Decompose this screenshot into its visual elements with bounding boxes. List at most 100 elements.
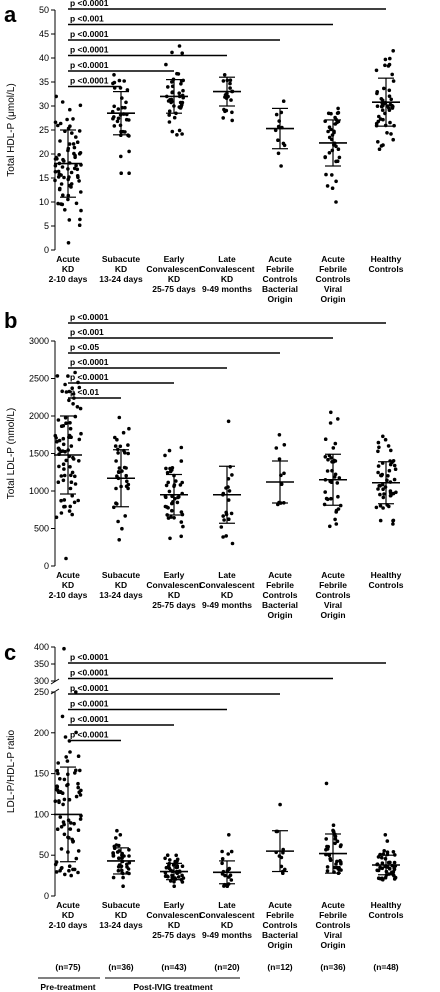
category-label: KD bbox=[168, 274, 180, 284]
data-point bbox=[79, 208, 83, 213]
data-point bbox=[73, 155, 77, 160]
category-label: KD bbox=[168, 920, 180, 930]
data-point bbox=[335, 111, 340, 115]
category-label: Convalescent bbox=[199, 580, 254, 590]
data-point bbox=[77, 223, 82, 227]
data-point bbox=[62, 159, 66, 163]
data-point bbox=[381, 434, 385, 439]
category-label: Subacute bbox=[102, 900, 141, 910]
n-label: (n=43) bbox=[161, 962, 186, 972]
data-point bbox=[75, 405, 80, 409]
significance-label: p <0.0001 bbox=[70, 652, 109, 662]
data-point bbox=[383, 63, 387, 68]
data-point bbox=[282, 443, 287, 447]
data-point bbox=[334, 179, 338, 184]
data-point bbox=[333, 472, 338, 477]
data-point bbox=[124, 100, 128, 105]
data-point bbox=[69, 473, 73, 478]
data-point bbox=[375, 104, 380, 108]
data-point bbox=[179, 445, 184, 450]
data-point bbox=[333, 122, 338, 126]
data-point bbox=[117, 856, 121, 860]
data-point bbox=[323, 437, 328, 442]
data-point bbox=[169, 97, 174, 102]
data-point bbox=[71, 392, 76, 396]
data-point bbox=[63, 735, 68, 739]
data-point bbox=[63, 416, 68, 420]
category-label: Origin bbox=[320, 610, 345, 620]
data-point bbox=[167, 113, 171, 117]
data-point bbox=[383, 833, 388, 837]
data-point bbox=[222, 73, 227, 77]
data-point bbox=[378, 492, 382, 497]
data-point bbox=[79, 431, 83, 436]
data-point bbox=[66, 197, 70, 202]
significance-label: p <0.0001 bbox=[70, 312, 109, 322]
data-point bbox=[127, 118, 131, 122]
significance-label: p <0.0001 bbox=[70, 730, 109, 740]
category-label: Late bbox=[218, 254, 236, 264]
category-label: Acute bbox=[268, 900, 292, 910]
data-point bbox=[62, 777, 67, 782]
data-point bbox=[69, 821, 73, 825]
data-point bbox=[376, 464, 381, 468]
data-point bbox=[376, 440, 381, 445]
category-label: 25-75 days bbox=[152, 284, 196, 294]
data-point bbox=[276, 151, 281, 156]
data-point bbox=[70, 386, 74, 391]
data-point bbox=[70, 470, 75, 475]
significance-label: p <0.0001 bbox=[70, 372, 109, 382]
data-point bbox=[336, 417, 340, 421]
data-point bbox=[53, 163, 58, 168]
data-point bbox=[60, 389, 64, 394]
data-point bbox=[385, 850, 390, 854]
data-point bbox=[172, 516, 176, 520]
data-point bbox=[124, 466, 128, 470]
data-point bbox=[56, 418, 61, 422]
data-point bbox=[74, 690, 78, 694]
data-point bbox=[172, 884, 176, 888]
data-point bbox=[126, 867, 131, 871]
data-point bbox=[74, 163, 78, 168]
category-label: KD bbox=[168, 590, 180, 600]
n-label: (n=20) bbox=[214, 962, 239, 972]
data-point bbox=[176, 875, 181, 879]
data-point bbox=[116, 116, 121, 121]
data-point bbox=[123, 451, 127, 455]
category-label: Controls bbox=[369, 264, 404, 274]
data-point bbox=[77, 129, 82, 133]
data-point bbox=[382, 849, 387, 853]
data-point bbox=[67, 218, 72, 222]
y-tick-label: 25 bbox=[39, 125, 49, 135]
data-point bbox=[166, 85, 170, 89]
data-point bbox=[339, 861, 343, 866]
y-tick-label: 30 bbox=[39, 101, 49, 111]
data-point bbox=[380, 877, 384, 881]
category-label: Convalescent bbox=[146, 580, 201, 590]
data-point bbox=[112, 124, 117, 128]
data-point bbox=[113, 435, 117, 440]
data-point bbox=[67, 142, 72, 146]
data-point bbox=[78, 103, 83, 108]
significance-label: p <0.0001 bbox=[70, 714, 109, 724]
data-point bbox=[63, 208, 67, 212]
data-point bbox=[62, 797, 67, 802]
significance-label: p <0.001 bbox=[70, 14, 104, 24]
data-point bbox=[69, 444, 74, 448]
data-point bbox=[57, 438, 62, 443]
category-label: 9-49 months bbox=[202, 284, 252, 294]
data-point bbox=[381, 487, 385, 492]
data-point bbox=[230, 110, 234, 115]
data-point bbox=[168, 469, 173, 474]
category-label: Viral bbox=[324, 600, 342, 610]
category-label: KD bbox=[115, 910, 127, 920]
data-point bbox=[124, 473, 128, 478]
data-point bbox=[118, 86, 123, 90]
data-point bbox=[66, 241, 71, 245]
category-label: 2-10 days bbox=[49, 920, 88, 930]
y-axis-label: Total LDL-P (nmol/L) bbox=[6, 408, 17, 500]
data-point bbox=[374, 505, 379, 510]
data-point bbox=[336, 147, 341, 151]
n-label: (n=36) bbox=[320, 962, 345, 972]
group-2 bbox=[160, 445, 188, 541]
